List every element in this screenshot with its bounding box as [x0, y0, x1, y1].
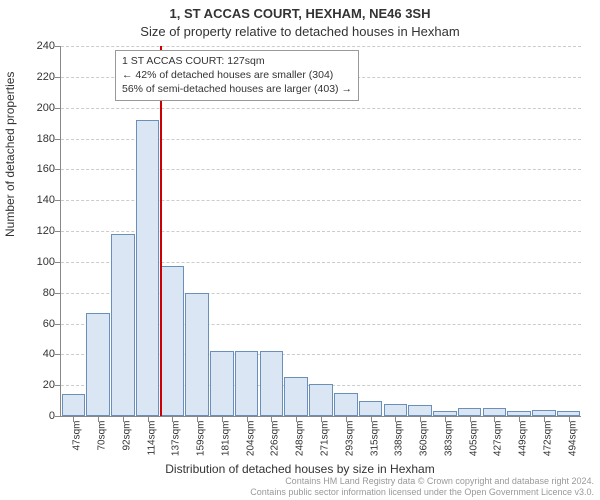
y-tick — [55, 262, 61, 263]
title-sub: Size of property relative to detached ho… — [0, 24, 600, 39]
y-tick — [55, 385, 61, 386]
x-tick-label: 472sqm — [542, 421, 553, 457]
histogram-bar — [235, 351, 259, 416]
x-tick-label: 248sqm — [295, 421, 306, 457]
x-tick-label: 338sqm — [394, 421, 405, 457]
histogram-bar — [309, 384, 333, 416]
x-tick-label: 47sqm — [72, 421, 83, 451]
y-tick-label: 160 — [25, 163, 55, 175]
x-tick-label: 449sqm — [518, 421, 529, 457]
x-tick-label: 159sqm — [196, 421, 207, 457]
annotation-line-3: 56% of semi-detached houses are larger (… — [122, 82, 352, 96]
y-tick-label: 200 — [25, 102, 55, 114]
y-tick — [55, 46, 61, 47]
x-axis-title: Distribution of detached houses by size … — [0, 462, 600, 476]
x-tick-label: 405sqm — [468, 421, 479, 457]
y-tick-label: 180 — [25, 133, 55, 145]
x-tick-label: 494sqm — [567, 421, 578, 457]
x-tick-label: 226sqm — [270, 421, 281, 457]
y-tick — [55, 169, 61, 170]
footer: Contains HM Land Registry data © Crown c… — [250, 476, 594, 498]
title-main: 1, ST ACCAS COURT, HEXHAM, NE46 3SH — [0, 6, 600, 21]
y-tick — [55, 108, 61, 109]
y-tick-label: 80 — [25, 287, 55, 299]
gridline — [61, 46, 581, 48]
x-tick-label: 315sqm — [369, 421, 380, 457]
x-tick-label: 427sqm — [493, 421, 504, 457]
histogram-bar — [260, 351, 284, 416]
y-tick — [55, 139, 61, 140]
y-tick-label: 240 — [25, 40, 55, 52]
footer-line-1: Contains HM Land Registry data © Crown c… — [250, 476, 594, 487]
x-tick-label: 293sqm — [344, 421, 355, 457]
y-tick — [55, 77, 61, 78]
histogram-bar — [86, 313, 110, 416]
histogram-bar — [62, 394, 86, 416]
histogram-bar — [408, 405, 432, 416]
y-tick — [55, 354, 61, 355]
histogram-bar — [136, 120, 160, 416]
property-marker-line — [160, 46, 162, 416]
histogram-bar — [111, 234, 135, 416]
y-tick-label: 20 — [25, 379, 55, 391]
x-tick-label: 70sqm — [97, 421, 108, 451]
histogram-bar — [161, 266, 185, 416]
y-tick-label: 60 — [25, 318, 55, 330]
y-tick — [55, 416, 61, 417]
annotation-line-1: 1 ST ACCAS COURT: 127sqm — [122, 54, 352, 68]
y-tick — [55, 200, 61, 201]
y-tick — [55, 324, 61, 325]
plot-area: 02040608010012014016018020022024047sqm70… — [60, 46, 581, 417]
chart-container: 1, ST ACCAS COURT, HEXHAM, NE46 3SH Size… — [0, 0, 600, 500]
y-tick-label: 120 — [25, 225, 55, 237]
histogram-bar — [185, 293, 209, 416]
y-axis-title: Number of detached properties — [3, 72, 17, 237]
y-tick — [55, 293, 61, 294]
histogram-bar — [284, 377, 308, 416]
x-tick-label: 204sqm — [245, 421, 256, 457]
x-tick-label: 271sqm — [320, 421, 331, 457]
histogram-bar — [483, 408, 507, 416]
histogram-bar — [334, 393, 358, 416]
x-tick-label: 360sqm — [419, 421, 430, 457]
y-tick-label: 140 — [25, 194, 55, 206]
y-tick-label: 220 — [25, 71, 55, 83]
histogram-bar — [384, 404, 408, 416]
x-tick-label: 92sqm — [121, 421, 132, 451]
y-tick-label: 40 — [25, 348, 55, 360]
y-tick — [55, 231, 61, 232]
x-tick-label: 114sqm — [146, 421, 157, 456]
annotation-line-2: ← 42% of detached houses are smaller (30… — [122, 68, 352, 82]
x-tick-label: 383sqm — [443, 421, 454, 457]
annotation-box: 1 ST ACCAS COURT: 127sqm ← 42% of detach… — [115, 50, 359, 101]
x-tick-label: 137sqm — [171, 421, 182, 457]
histogram-bar — [458, 408, 482, 416]
histogram-bar — [359, 401, 383, 416]
y-tick-label: 100 — [25, 256, 55, 268]
y-tick-label: 0 — [25, 410, 55, 422]
gridline — [61, 108, 581, 110]
histogram-bar — [210, 351, 234, 416]
footer-line-2: Contains public sector information licen… — [250, 487, 594, 498]
x-tick-label: 181sqm — [220, 421, 231, 457]
